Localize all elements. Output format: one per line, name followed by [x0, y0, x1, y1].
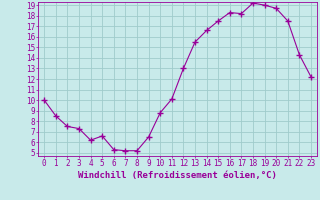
X-axis label: Windchill (Refroidissement éolien,°C): Windchill (Refroidissement éolien,°C): [78, 171, 277, 180]
